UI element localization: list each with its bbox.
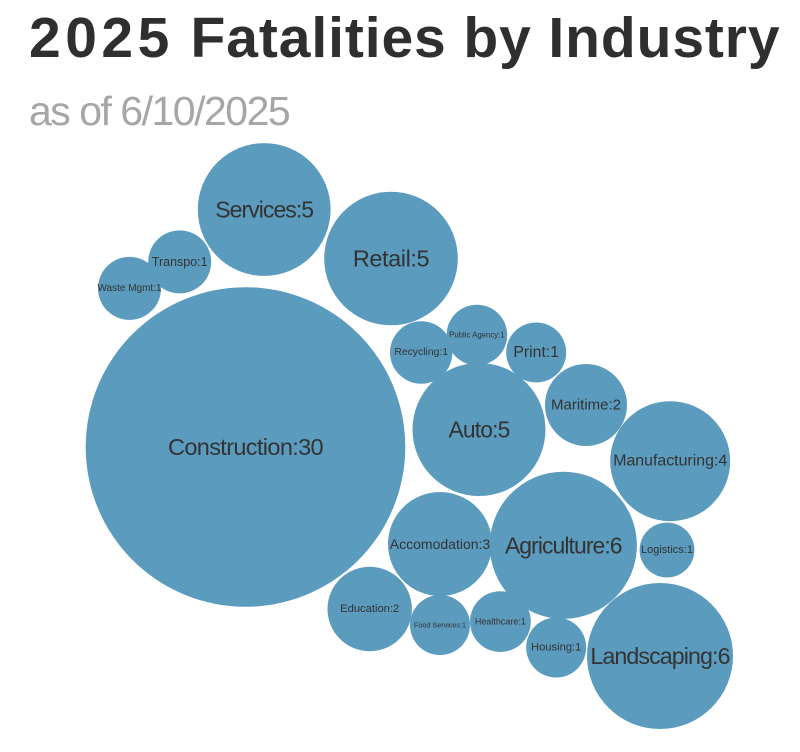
svg-text:Manufacturing:4: Manufacturing:4: [613, 453, 727, 470]
svg-text:Food Services:1: Food Services:1: [414, 621, 466, 630]
svg-text:Services:5: Services:5: [215, 197, 313, 223]
svg-text:Waste Mgmt:1: Waste Mgmt:1: [97, 283, 162, 294]
svg-text:Healthcare:1: Healthcare:1: [475, 617, 526, 627]
svg-text:Housing:1: Housing:1: [531, 642, 581, 654]
svg-text:Construction:30: Construction:30: [168, 434, 324, 460]
svg-text:Public Agency:1: Public Agency:1: [449, 331, 504, 340]
svg-text:Logistics:1: Logistics:1: [641, 544, 693, 556]
svg-text:Agriculture:6: Agriculture:6: [505, 532, 622, 558]
svg-text:Education:2: Education:2: [340, 603, 399, 615]
svg-text:Accomodation:3: Accomodation:3: [390, 536, 491, 552]
svg-text:Landscaping:6: Landscaping:6: [590, 643, 729, 669]
svg-text:Transpo:1: Transpo:1: [152, 255, 208, 269]
svg-text:Retail:5: Retail:5: [353, 246, 430, 272]
svg-text:Auto:5: Auto:5: [448, 417, 509, 443]
svg-text:Maritime:2: Maritime:2: [551, 397, 621, 414]
svg-text:Print:1: Print:1: [513, 344, 559, 361]
svg-text:Recycling:1: Recycling:1: [394, 347, 448, 358]
